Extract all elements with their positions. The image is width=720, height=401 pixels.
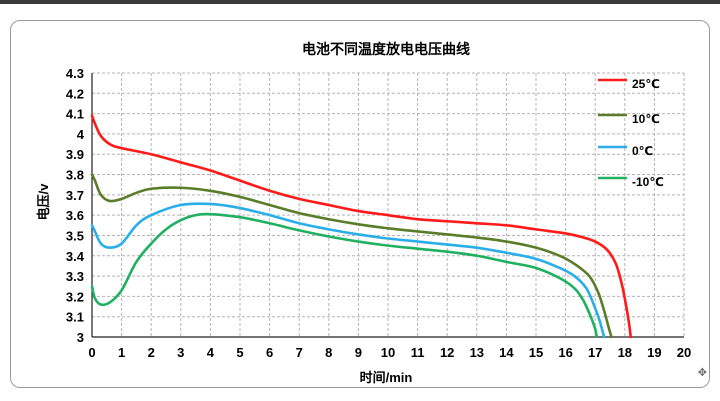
- x-tick-label: 20: [677, 345, 691, 360]
- y-tick-label: 4.2: [66, 86, 84, 101]
- y-tick-label: 4: [77, 127, 85, 142]
- x-tick-label: 8: [325, 345, 332, 360]
- x-tick-label: 10: [381, 345, 395, 360]
- y-tick-label: 3.4: [66, 249, 85, 264]
- top-window-strip: [0, 0, 720, 4]
- y-tick-label: 4.1: [66, 107, 84, 122]
- x-tick-label: 0: [88, 345, 95, 360]
- legend-label-25c: 25℃: [632, 77, 660, 91]
- x-tick-label: 13: [470, 345, 484, 360]
- series-layer: [90, 114, 633, 339]
- legend: 25℃ 10℃ 0℃ -10℃: [598, 77, 664, 189]
- y-tick-label: 3.6: [66, 208, 84, 223]
- y-tick-label: 3.5: [66, 228, 84, 243]
- series-line-25c: [90, 114, 633, 339]
- x-tick-label: 1: [118, 345, 125, 360]
- x-tick-label: 4: [207, 345, 215, 360]
- y-tick-label: 3: [77, 330, 84, 345]
- legend-label-minus10c: -10℃: [632, 175, 664, 189]
- x-tick-label: 16: [558, 345, 572, 360]
- x-tick-label: 2: [148, 345, 155, 360]
- y-tick-label: 3.8: [66, 168, 84, 183]
- x-tick-label: 14: [499, 345, 514, 360]
- x-tick-label: 5: [236, 345, 243, 360]
- series-line-minus10c: [90, 212, 598, 339]
- resize-handle-icon[interactable]: ✥: [697, 367, 707, 379]
- x-tick-label: 18: [618, 345, 632, 360]
- x-tick-label: 6: [266, 345, 273, 360]
- y-tick-label: 3.1: [66, 310, 84, 325]
- axis-layer: 0 1 2 3 4 5 6 7 8 9 10 11 12 13 14 15 16 17 18 19 2033.13.23…: [66, 66, 691, 360]
- x-tick-label: 9: [355, 345, 362, 360]
- legend-label-0c: 0℃: [632, 144, 653, 158]
- x-tick-label: 17: [588, 345, 602, 360]
- x-tick-label: 19: [647, 345, 661, 360]
- series-line-0c: [90, 202, 606, 339]
- chart-title: 电池不同温度放电电压曲线: [302, 41, 470, 57]
- x-axis-label: 时间/min: [360, 370, 413, 385]
- x-tick-label: 7: [296, 345, 303, 360]
- y-tick-label: 3.3: [66, 269, 84, 284]
- y-tick-label: 3.7: [66, 188, 84, 203]
- y-tick-label: 4.3: [66, 66, 84, 81]
- legend-label-10c: 10℃: [632, 112, 660, 126]
- series-line-10c: [90, 173, 613, 339]
- y-tick-label: 3.9: [66, 147, 84, 162]
- y-axis-label: 电压/v: [36, 183, 51, 221]
- x-tick-label: 15: [529, 345, 543, 360]
- x-tick-label: 11: [411, 345, 425, 360]
- x-tick-label: 12: [440, 345, 454, 360]
- y-tick-label: 3.2: [66, 289, 84, 304]
- x-tick-label: 3: [177, 345, 184, 360]
